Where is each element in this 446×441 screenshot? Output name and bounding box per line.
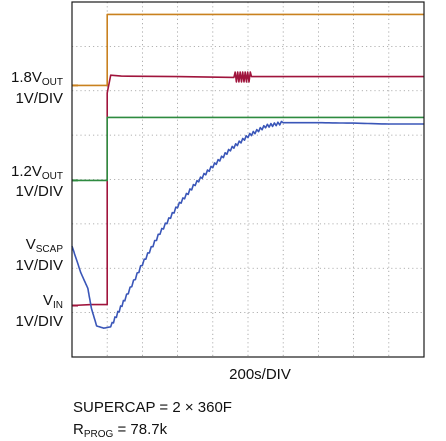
channel-label-vin: VIN: [0, 292, 63, 311]
trace-1.8vout: [72, 13, 424, 87]
footnote-rprog: RPROG = 78.7k: [73, 421, 168, 440]
footnote-supercap: SUPERCAP = 2 × 360F: [73, 399, 232, 416]
channel-label-vscap: VSCAP: [0, 236, 63, 255]
x-axis-label: 200s/DIV: [229, 366, 291, 383]
traces: [71, 13, 424, 329]
rprog-rest: = 78.7k: [113, 421, 168, 438]
channel-label-1v8out: 1.8VOUT: [0, 69, 63, 88]
rprog-sub: PROG: [83, 429, 114, 440]
channel-label-1v2out: 1.2VOUT: [0, 163, 63, 182]
channel-scale-vin: 1V/DIV: [15, 313, 63, 330]
label-vscap-sub: SCAP: [35, 244, 63, 255]
label-vin-sub: IN: [53, 300, 63, 311]
rprog-main: R: [73, 421, 84, 438]
trace-vscap: [71, 120, 424, 329]
label-vscap-main: V: [25, 236, 36, 253]
label-1v8out-main: 1.8V: [11, 69, 42, 86]
trace-1.2vout: [72, 116, 424, 182]
label-1v2out-main: 1.2V: [11, 163, 42, 180]
trace-vin: [71, 71, 424, 307]
label-vin-main: V: [42, 292, 53, 309]
channel-scale-1v8out: 1V/DIV: [15, 90, 63, 107]
label-1v8out-sub: OUT: [41, 77, 63, 88]
label-1v2out-sub: OUT: [41, 171, 63, 182]
channel-scale-1v2out: 1V/DIV: [15, 183, 63, 200]
channel-scale-vscap: 1V/DIV: [15, 257, 63, 274]
plot-frame: [71, 1, 425, 358]
